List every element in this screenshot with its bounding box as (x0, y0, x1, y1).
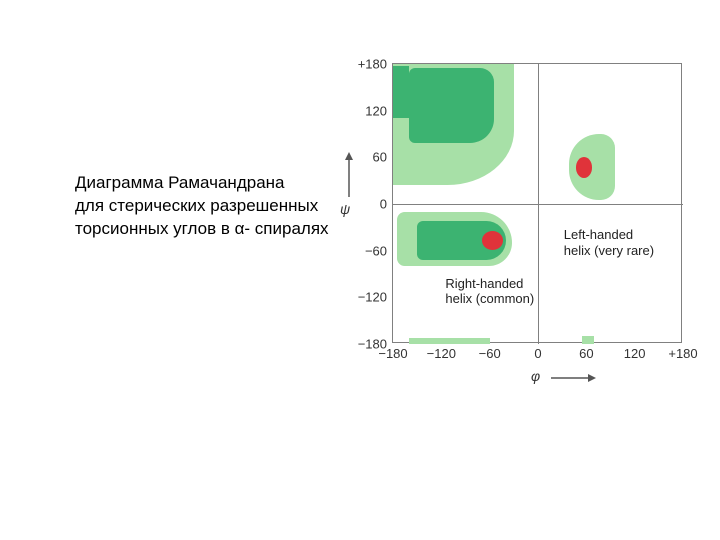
ytick-label: −120 (358, 290, 393, 305)
xtick-label: 60 (579, 342, 593, 361)
ramachandran-plot: −180−120−60060120+180−180−120−60060120+1… (392, 63, 682, 343)
ytick-label: 120 (365, 103, 393, 118)
annotation-left-handed: Left-handedhelix (very rare) (564, 227, 654, 258)
caption-line1: Диаграмма Рамачандрана (75, 173, 285, 192)
caption: Диаграмма Рамачандрана для стерических р… (75, 172, 329, 241)
ytick-label: 60 (373, 150, 393, 165)
caption-line3: торсионных углов в α- спиралях (75, 219, 329, 238)
xtick-label: −180 (378, 342, 407, 361)
allowed-region (393, 66, 409, 119)
ytick-label: −60 (365, 243, 393, 258)
ramachandran-plot-wrap: −180−120−60060120+180−180−120−60060120+1… (392, 63, 682, 343)
y-axis-arrow-icon (342, 152, 356, 197)
x-axis-label: φ (531, 368, 540, 384)
xtick-label: 0 (534, 342, 541, 361)
xtick-label: 120 (624, 342, 646, 361)
helix-spot (576, 157, 592, 177)
axis-hline (393, 204, 683, 205)
allowed-region (409, 68, 494, 143)
xtick-label: +180 (668, 342, 697, 361)
x-axis-arrow-icon (551, 371, 596, 385)
xtick-label: −120 (427, 342, 456, 361)
helix-spot (482, 231, 503, 250)
ytick-label: 0 (380, 197, 393, 212)
xtick-label: −60 (479, 342, 501, 361)
caption-line2: для стерических разрешенных (75, 196, 318, 215)
y-axis-label: ψ (340, 201, 350, 217)
ytick-label: +180 (358, 57, 393, 72)
annotation-right-handed: Right-handedhelix (common) (445, 276, 534, 307)
